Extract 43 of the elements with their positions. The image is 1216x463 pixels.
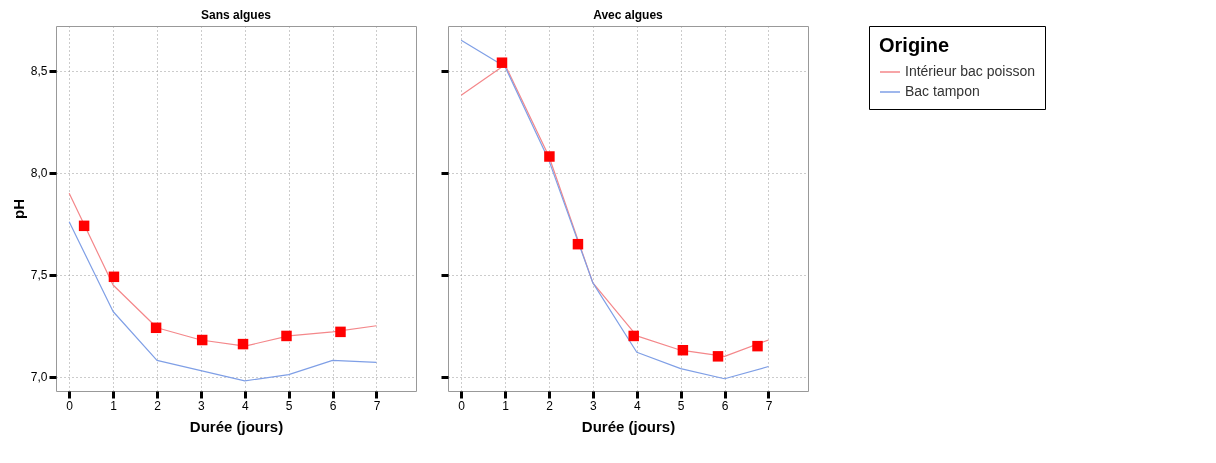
y-tick-label: 8,5 bbox=[30, 64, 48, 79]
point bbox=[712, 351, 724, 362]
point bbox=[544, 151, 555, 162]
point bbox=[196, 334, 208, 346]
x-tick-label: 2 bbox=[154, 398, 162, 413]
y-tick-label: 8,0 bbox=[30, 166, 48, 181]
x-tick-label: 2 bbox=[546, 398, 554, 413]
point bbox=[237, 338, 249, 350]
point bbox=[496, 57, 508, 68]
x-tick-label: 0 bbox=[458, 398, 466, 413]
chart-title: Sans algues bbox=[200, 8, 272, 22]
legend-label: Bac tampon bbox=[905, 83, 980, 99]
x-tick-label: 7 bbox=[373, 398, 381, 413]
x-tick-label: 6 bbox=[329, 398, 337, 413]
x-axis-title: Durée (jours) bbox=[189, 417, 284, 435]
point bbox=[335, 326, 346, 338]
point bbox=[572, 238, 584, 250]
x-tick-label: 4 bbox=[241, 398, 249, 413]
x-tick-label: 3 bbox=[198, 398, 206, 413]
x-tick-label: 5 bbox=[285, 398, 293, 413]
point bbox=[108, 271, 120, 283]
x-axis-title: Durée (jours) bbox=[581, 417, 676, 435]
x-tick-label: 4 bbox=[633, 398, 641, 413]
x-tick-label: 7 bbox=[765, 398, 773, 413]
line-series bbox=[68, 221, 378, 382]
legend-title: Origine bbox=[879, 34, 950, 56]
point bbox=[752, 340, 763, 352]
x-tick-label: 1 bbox=[502, 398, 510, 413]
chart-title: Avec algues bbox=[593, 8, 664, 22]
y-tick-label: 7,0 bbox=[30, 370, 48, 385]
x-tick-label: 0 bbox=[66, 398, 74, 413]
legend-label: Intérieur bac poisson bbox=[905, 63, 1035, 79]
x-tick-label: 3 bbox=[590, 398, 598, 413]
x-tick-label: 5 bbox=[677, 398, 685, 413]
x-tick-label: 1 bbox=[110, 398, 118, 413]
x-tick-label: 6 bbox=[721, 398, 729, 413]
y-tick-label: 7,5 bbox=[30, 268, 48, 283]
point bbox=[150, 322, 162, 334]
point bbox=[281, 330, 292, 342]
y-axis-title: pH bbox=[9, 199, 27, 219]
point bbox=[78, 220, 90, 232]
point bbox=[628, 330, 639, 342]
point bbox=[677, 344, 689, 356]
